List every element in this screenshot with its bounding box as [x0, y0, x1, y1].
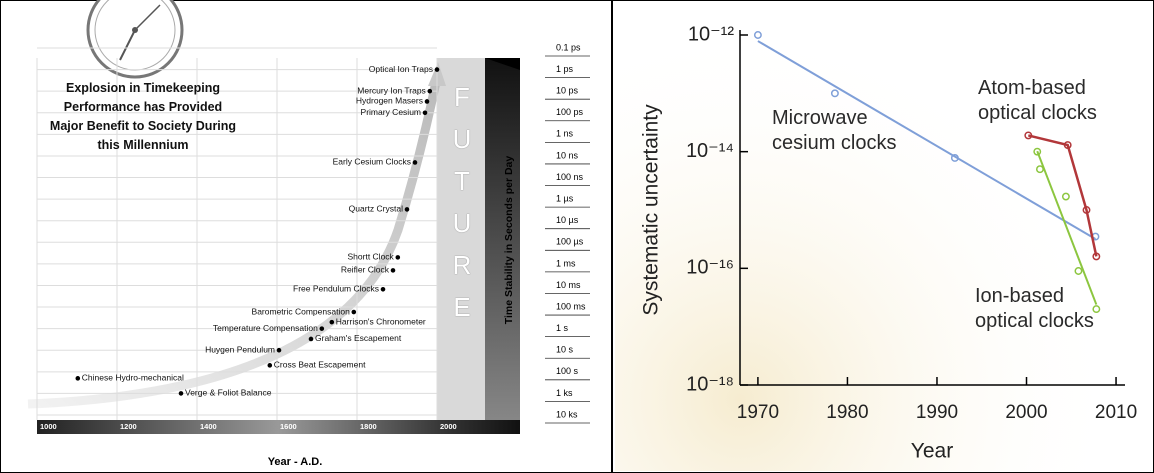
- x-tick-label: 1970: [737, 402, 779, 423]
- point: [352, 310, 357, 315]
- x-tick-label: 1200: [120, 422, 137, 431]
- point: [425, 99, 430, 104]
- point: [277, 348, 282, 353]
- series-label: Atom-based optical clocks: [978, 76, 1128, 126]
- point: [320, 326, 325, 331]
- clock: [88, 0, 182, 77]
- x-tick-label: 2000: [1005, 402, 1047, 423]
- y-tick-label: 10 ps: [556, 86, 579, 96]
- x-axis-label: Year: [911, 440, 953, 463]
- figure: 0.1 ps 1 ps 10 ps 100 ps 1 ns 10 ns 100 ns 1 µs…: [0, 0, 1154, 473]
- y-tick-label: 1 ps: [556, 64, 574, 74]
- y-tick-label: 10 s: [556, 345, 574, 355]
- point-label: Early Cesium Clocks: [333, 157, 411, 167]
- y-tick-label: 10 ms: [556, 280, 581, 290]
- point-label: Chinese Hydro-mechanical: [82, 373, 184, 383]
- point: [428, 89, 433, 94]
- y-tick-label: 100 ns: [556, 172, 584, 182]
- x-tick-label: 1980: [826, 402, 868, 423]
- point: [396, 255, 401, 260]
- point-label: Shortt Clock: [348, 252, 395, 262]
- y-axis-label: Time Stability in Seconds per Day: [503, 156, 515, 325]
- x-axis-label: Year - A.D.: [268, 456, 323, 468]
- future-label: FUTURE: [446, 82, 477, 334]
- y-tick-label: 10 ks: [556, 409, 578, 419]
- x-tick-label: 1000: [40, 422, 57, 431]
- y-tick-label: 1 ns: [556, 129, 574, 139]
- point-label: Primary Cesium: [361, 107, 421, 117]
- point-label: Harrison's Chronometer: [336, 316, 426, 326]
- x-tick-label: 1600: [280, 422, 297, 431]
- point: [268, 363, 273, 368]
- x-tick-label: 1400: [200, 422, 217, 431]
- y-tick-label: 10 µs: [556, 215, 579, 225]
- series-label: Ion-based optical clocks: [975, 284, 1125, 334]
- point-label: Huygen Pendulum: [205, 344, 275, 354]
- point: [423, 110, 428, 115]
- y-axis-label: Systematic uncertainty: [640, 104, 663, 316]
- point-label: Quartz Crystal: [349, 204, 403, 214]
- y-tick-label: 100 s: [556, 366, 579, 376]
- point: [413, 160, 418, 165]
- y-tick-label: 100 ps: [556, 107, 584, 117]
- point: [381, 287, 386, 292]
- point: [435, 67, 440, 72]
- point-label: Barometric Compensation: [252, 306, 351, 316]
- y-tick-label: 1 ms: [556, 258, 576, 268]
- point-label: Temperature Compensation: [213, 323, 318, 333]
- point-label: Reifler Clock: [341, 265, 390, 275]
- y-tick-label: 100 µs: [556, 237, 584, 247]
- point: [309, 337, 314, 342]
- point-label: Optical Ion Traps: [369, 64, 433, 74]
- point-label: Mercury Ion Traps: [357, 85, 426, 95]
- y-tick-label: 1 µs: [556, 193, 574, 203]
- point-label: Graham's Escapement: [315, 333, 402, 343]
- y-tick-label: 10⁻¹⁶: [686, 257, 734, 279]
- y-tick-label: 1 ks: [556, 388, 573, 398]
- x-tick-label: 1800: [360, 422, 377, 431]
- point-label: Free Pendulum Clocks: [293, 284, 379, 294]
- point-label: Cross Beat Escapement: [274, 360, 366, 370]
- point: [76, 376, 81, 381]
- x-tick-label: 2000: [440, 422, 457, 431]
- y-tick-label: 10 ns: [556, 150, 579, 160]
- point: [330, 320, 335, 325]
- point: [405, 207, 410, 212]
- y-tick-label: 10⁻¹⁸: [686, 373, 734, 395]
- point: [391, 268, 396, 273]
- page: 0.1 ps 1 ps 10 ps 100 ps 1 ns 10 ns 100 ns 1 µs…: [0, 0, 1154, 473]
- y-tick-label: 10⁻¹⁴: [686, 140, 734, 162]
- point-label: Verge & Foliot Balance: [185, 388, 272, 398]
- x-tick-label: 2010: [1095, 402, 1137, 423]
- y-tick-label: 100 ms: [556, 301, 586, 311]
- chart-title: Explosion in Timekeeping Performance has…: [48, 79, 238, 155]
- background-tint: [615, 2, 1152, 471]
- point: [179, 391, 184, 396]
- y-tick-label: 0.1 ps: [556, 42, 581, 52]
- y-tick-label: 10⁻¹²: [688, 23, 734, 45]
- series-label: Microwave cesium clocks: [772, 106, 922, 156]
- point-label: Hydrogen Masers: [356, 96, 423, 106]
- x-tick-label: 1990: [916, 402, 958, 423]
- y-tick-label: 1 s: [556, 323, 569, 333]
